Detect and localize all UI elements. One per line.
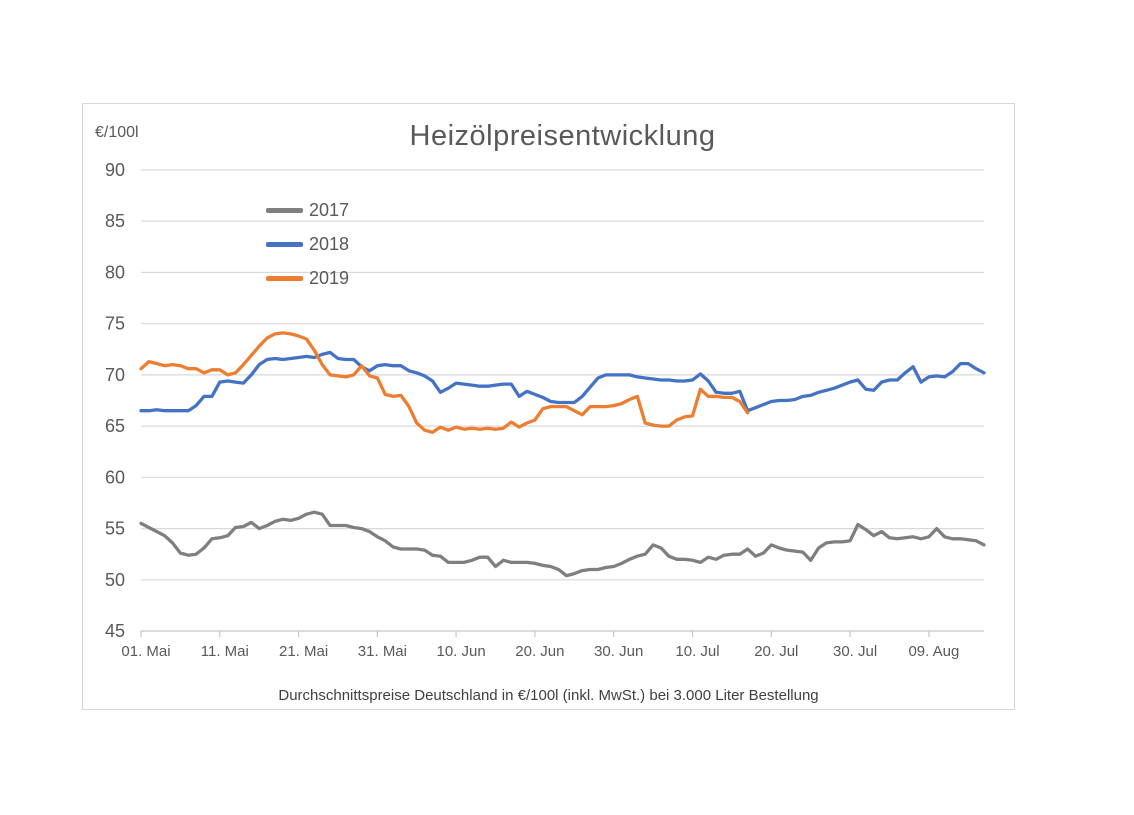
x-tick-label-10: 09. Aug (908, 643, 959, 660)
y-tick-label-60: 60 (105, 467, 125, 487)
y-tick-label-75: 75 (105, 314, 125, 334)
x-tick-label-6: 30. Jun (594, 643, 643, 660)
x-tick-label-8: 20. Jul (754, 643, 798, 660)
y-tick-label-45: 45 (105, 621, 125, 641)
legend-label-2019: 2019 (309, 267, 350, 288)
legend-item-2019: 2019 (266, 266, 349, 290)
legend-item-2017: 2017 (266, 198, 349, 222)
legend-line-swatch-2018 (266, 241, 303, 247)
x-tick-label-5: 20. Jun (515, 643, 564, 660)
legend: 2017 2018 2019 (266, 198, 349, 300)
y-tick-label-85: 85 (105, 211, 125, 231)
legend-label-2017: 2017 (309, 199, 350, 220)
series-line-2017 (139, 510, 986, 578)
chart-title: Heizölpreisentwicklung (409, 120, 716, 152)
chart-card: 45 50 55 60 65 70 75 80 85 90 01. Mai 11. Mai 21. Ma… (82, 103, 1015, 710)
y-tick-label-90: 90 (105, 160, 125, 180)
y-tick-label-80: 80 (105, 262, 125, 282)
legend-label-2018: 2018 (309, 233, 350, 254)
x-tick-label-1: 11. Mai (201, 643, 249, 660)
x-tick-label-7: 10. Jul (675, 643, 719, 660)
x-tick-label-3: 31. Mai (358, 643, 407, 660)
y-tick-label-50: 50 (105, 570, 125, 590)
x-tick-label-0: 01. Mai (121, 643, 170, 660)
x-tick-label-2: 21. Mai (279, 643, 328, 660)
legend-line-swatch-2019 (266, 275, 303, 281)
y-axis-unit-label: €/100l (95, 124, 139, 141)
plot-area: 45 50 55 60 65 70 75 80 85 90 01. Mai 11. Mai 21. Ma… (105, 160, 986, 660)
legend-item-2018: 2018 (266, 232, 349, 256)
legend-line-swatch-2017 (266, 207, 303, 213)
series-line-2018 (139, 350, 986, 413)
chart-caption: Durchschnittspreise Deutschland in €/100… (278, 687, 819, 704)
x-tick-label-9: 30. Jul (833, 643, 877, 660)
x-tick-label-4: 10. Jun (436, 643, 485, 660)
series-line-2019 (139, 331, 750, 434)
y-tick-label-65: 65 (105, 416, 125, 436)
y-tick-label-55: 55 (105, 519, 125, 539)
y-tick-label-70: 70 (105, 365, 125, 385)
